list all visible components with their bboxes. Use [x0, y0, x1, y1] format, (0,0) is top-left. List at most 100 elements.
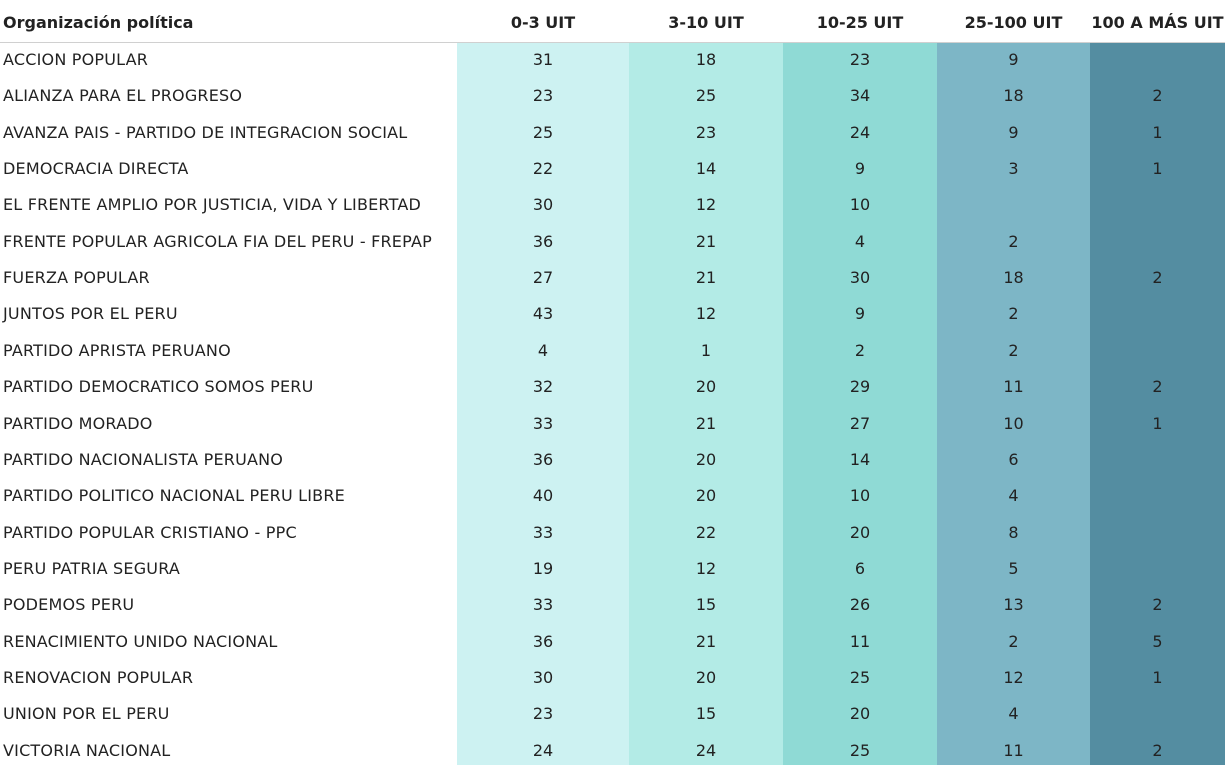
value-cell: 12: [695, 558, 717, 578]
table-row: RENOVACION POPULAR 30 20 25 12 1: [0, 661, 1225, 697]
value-cell: 2: [1008, 340, 1019, 360]
value-cell: 21: [695, 231, 717, 251]
table-row: PARTIDO POPULAR CRISTIANO - PPC 33 22 20 8: [0, 516, 1225, 552]
value-cell: 3: [1008, 159, 1019, 179]
value-cell: 4: [1008, 704, 1019, 724]
party-name: ACCION POPULAR: [3, 50, 149, 69]
column-band-4: [937, 43, 1090, 765]
value-cell: 33: [532, 522, 554, 542]
value-cell: 2: [1152, 268, 1163, 288]
party-name: VICTORIA NACIONAL: [3, 740, 171, 760]
value-cell: 12: [695, 304, 717, 324]
value-cell: 5: [1152, 631, 1163, 651]
table-row: PARTIDO MORADO 33 21 27 10 1: [0, 407, 1225, 443]
value-cell: 25: [532, 122, 554, 142]
column-band-5: [1090, 43, 1225, 765]
value-cell: 10: [849, 486, 871, 506]
header-organizacion: Organización política: [3, 13, 194, 32]
table-row: PERU PATRIA SEGURA 19 12 6 5: [0, 552, 1225, 588]
value-cell: 2: [1152, 377, 1163, 397]
value-cell: 14: [695, 159, 717, 179]
value-cell: 25: [849, 740, 871, 760]
value-cell: 33: [532, 595, 554, 615]
value-cell: 27: [532, 268, 554, 288]
value-cell: 27: [849, 413, 871, 433]
value-cell: 30: [849, 268, 871, 288]
party-name: FUERZA POPULAR: [3, 268, 150, 288]
value-cell: 36: [532, 631, 554, 651]
value-cell: 30: [532, 195, 554, 215]
value-cell: 20: [695, 377, 717, 397]
value-cell: 20: [695, 449, 717, 469]
value-cell: 23: [532, 704, 554, 724]
value-cell: 1: [700, 340, 712, 360]
header-col-2: 3-10 UIT: [668, 13, 744, 32]
value-cell: 21: [695, 268, 717, 288]
value-cell: 1: [1152, 413, 1163, 433]
value-cell: 4: [1008, 486, 1019, 506]
value-cell: 9: [854, 159, 866, 179]
value-cell: 15: [695, 704, 717, 724]
value-cell: 36: [532, 449, 554, 469]
value-cell: 1: [1152, 159, 1163, 179]
value-cell: 18: [1003, 268, 1024, 288]
party-name: DEMOCRACIA DIRECTA: [3, 159, 189, 179]
value-cell: 6: [1008, 449, 1019, 469]
table-row: EL FRENTE AMPLIO POR JUSTICIA, VIDA Y LI…: [0, 188, 1225, 224]
party-name: UNION POR EL PERU: [3, 704, 170, 724]
party-name: PARTIDO APRISTA PERUANO: [3, 340, 231, 360]
table-header: Organización política 0-3 UIT 3-10 UIT 10-2…: [0, 0, 1225, 43]
value-cell: 18: [695, 50, 717, 69]
value-cell: 21: [695, 631, 717, 651]
value-cell: 23: [532, 86, 554, 106]
table-row: VICTORIA NACIONAL 24 24 25 11 2: [0, 734, 1225, 770]
value-cell: 19: [532, 558, 554, 578]
value-cell: 24: [849, 122, 871, 142]
table-row: FRENTE POPULAR AGRICOLA FIA DEL PERU - F…: [0, 225, 1225, 261]
header-col-5: 100 A MÁS UIT: [1091, 13, 1224, 32]
header-col-1: 0-3 UIT: [510, 13, 576, 32]
table-row: RENACIMIENTO UNIDO NACIONAL 36 21 11 2 5: [0, 625, 1225, 661]
table-row: JUNTOS POR EL PERU 43 12 9 2: [0, 297, 1225, 333]
value-cell: 20: [849, 704, 871, 724]
value-cell: 2: [1152, 86, 1163, 106]
value-cell: 2: [1008, 631, 1019, 651]
value-cell: 14: [849, 449, 871, 469]
value-cell: 12: [1003, 667, 1024, 687]
value-cell: 5: [1008, 558, 1019, 578]
value-cell: 33: [532, 413, 554, 433]
party-name: RENACIMIENTO UNIDO NACIONAL: [3, 631, 278, 651]
value-cell: 10: [849, 195, 871, 215]
value-cell: 20: [849, 522, 871, 542]
value-cell: 15: [695, 595, 717, 615]
party-name: AVANZA PAIS - PARTIDO DE INTEGRACION SOC…: [3, 122, 408, 142]
party-name: PERU PATRIA SEGURA: [3, 558, 181, 578]
value-cell: 2: [854, 340, 866, 360]
value-cell: 2: [1008, 231, 1019, 251]
party-name: PARTIDO POPULAR CRISTIANO - PPC: [3, 522, 297, 542]
value-cell: 34: [849, 86, 871, 106]
party-name: PARTIDO MORADO: [3, 413, 153, 433]
value-cell: 31: [532, 50, 554, 69]
value-cell: 2: [1008, 304, 1019, 324]
table-row: AVANZA PAIS - PARTIDO DE INTEGRACION SOC…: [0, 116, 1225, 152]
column-band-1: [457, 43, 629, 765]
value-cell: 6: [854, 558, 866, 578]
value-cell: 22: [532, 159, 554, 179]
value-cell: 1: [1152, 122, 1163, 142]
value-cell: 40: [532, 486, 554, 506]
table-row: PARTIDO NACIONALISTA PERUANO 36 20 14 6: [0, 443, 1225, 479]
value-cell: 20: [695, 667, 717, 687]
value-cell: 18: [1003, 86, 1024, 106]
value-cell: 29: [849, 377, 871, 397]
value-cell: 25: [695, 86, 717, 106]
value-cell: 9: [1008, 50, 1019, 69]
value-cell: 20: [695, 486, 717, 506]
value-cell: 11: [1003, 740, 1024, 760]
table-row: DEMOCRACIA DIRECTA 22 14 9 3 1: [0, 152, 1225, 188]
party-name: PARTIDO POLITICO NACIONAL PERU LIBRE: [3, 486, 345, 506]
table-row: PARTIDO APRISTA PERUANO 4 1 2 2: [0, 334, 1225, 370]
value-cell: 2: [1152, 740, 1163, 760]
table-row: FUERZA POPULAR 27 21 30 18 2: [0, 261, 1225, 297]
